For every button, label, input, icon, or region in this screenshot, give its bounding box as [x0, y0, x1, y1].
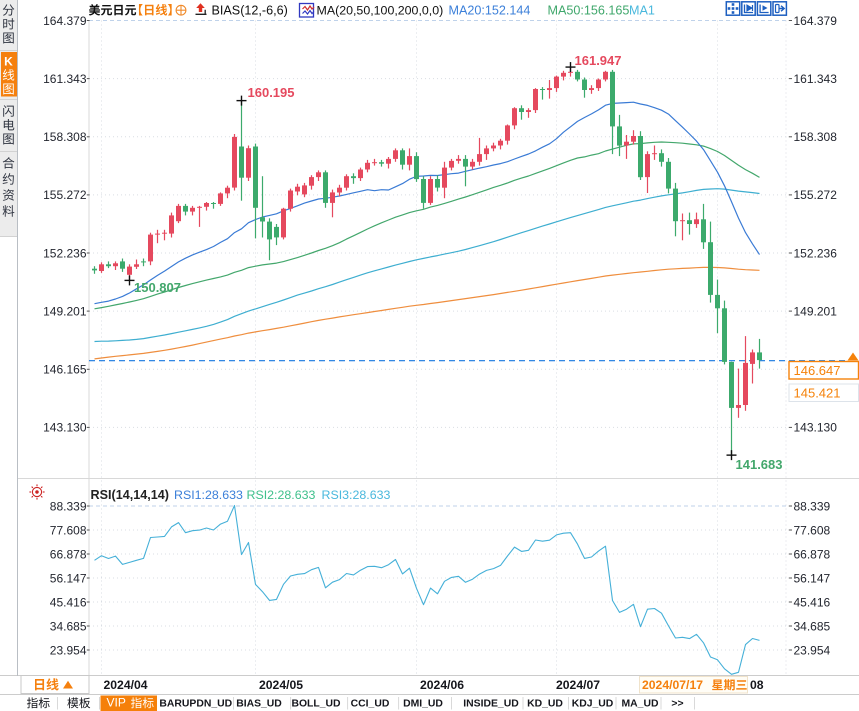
svg-text:164.379: 164.379	[43, 14, 87, 28]
svg-text:155.272: 155.272	[794, 188, 838, 202]
svg-text:RSI(14,14,14): RSI(14,14,14)	[91, 488, 169, 502]
svg-text:146.647: 146.647	[794, 363, 841, 378]
svg-text:66.878: 66.878	[50, 547, 87, 561]
svg-text:149.201: 149.201	[43, 304, 87, 318]
svg-text:MA(20,50,100,200,0,0): MA(20,50,100,200,0,0)	[317, 4, 444, 18]
svg-text:77.608: 77.608	[794, 523, 831, 537]
svg-text:45.416: 45.416	[794, 595, 831, 609]
svg-text:56.147: 56.147	[794, 571, 831, 585]
svg-text:08: 08	[750, 678, 764, 692]
svg-text:66.878: 66.878	[794, 547, 831, 561]
svg-text:>>: >>	[671, 699, 683, 710]
svg-text:152.236: 152.236	[794, 246, 838, 260]
svg-text:34.685: 34.685	[794, 619, 831, 633]
svg-text:149.201: 149.201	[794, 304, 838, 318]
svg-text:143.130: 143.130	[794, 421, 838, 435]
svg-text:2024/07: 2024/07	[556, 678, 600, 692]
svg-text:MA_UD: MA_UD	[622, 699, 659, 710]
svg-text:161.947: 161.947	[575, 53, 622, 68]
svg-text:INSIDE_UD: INSIDE_UD	[463, 699, 519, 710]
svg-text:RSI1:28.633: RSI1:28.633	[174, 488, 243, 502]
svg-text:2024/07/17: 2024/07/17	[642, 678, 703, 692]
svg-text:23.954: 23.954	[50, 643, 87, 657]
svg-text:MA20:152.144: MA20:152.144	[449, 4, 531, 18]
svg-text:BOLL_UD: BOLL_UD	[291, 699, 341, 710]
svg-text:160.195: 160.195	[248, 85, 295, 100]
svg-text:2024/05: 2024/05	[259, 678, 303, 692]
svg-text:161.343: 161.343	[794, 72, 838, 86]
svg-text:146.165: 146.165	[43, 363, 87, 377]
svg-text:88.339: 88.339	[794, 499, 831, 513]
svg-text:155.272: 155.272	[43, 188, 87, 202]
svg-text:BIAS(12,-6,6): BIAS(12,-6,6)	[212, 4, 288, 18]
svg-text:BIAS_UD: BIAS_UD	[236, 699, 282, 710]
svg-text:158.308: 158.308	[43, 130, 87, 144]
svg-text:23.954: 23.954	[794, 643, 831, 657]
svg-text:DMI_UD: DMI_UD	[403, 699, 443, 710]
svg-text:KDJ_UD: KDJ_UD	[572, 699, 614, 710]
svg-text:141.683: 141.683	[736, 457, 783, 472]
svg-text:45.416: 45.416	[50, 595, 87, 609]
svg-text:KD_UD: KD_UD	[527, 699, 563, 710]
svg-text:88.339: 88.339	[50, 499, 87, 513]
svg-text:2024/06: 2024/06	[420, 678, 464, 692]
svg-text:MA50:156.165: MA50:156.165	[548, 4, 630, 18]
svg-text:2024/04: 2024/04	[104, 678, 148, 692]
svg-text:161.343: 161.343	[43, 72, 87, 86]
svg-text:BARUPDN_UD: BARUPDN_UD	[159, 699, 232, 710]
svg-text:158.308: 158.308	[794, 130, 838, 144]
svg-text:164.379: 164.379	[794, 14, 838, 28]
svg-text:RSI3:28.633: RSI3:28.633	[322, 488, 391, 502]
svg-text:152.236: 152.236	[43, 246, 87, 260]
svg-text:56.147: 56.147	[50, 571, 87, 585]
svg-text:34.685: 34.685	[50, 619, 87, 633]
svg-text:77.608: 77.608	[50, 523, 87, 537]
svg-text:143.130: 143.130	[43, 421, 87, 435]
svg-text:VIP: VIP	[107, 696, 126, 710]
svg-text:150.807: 150.807	[134, 280, 181, 295]
svg-text:K: K	[4, 55, 13, 69]
svg-text:CCI_UD: CCI_UD	[351, 699, 390, 710]
svg-text:MA1: MA1	[629, 4, 655, 18]
svg-text:RSI2:28.633: RSI2:28.633	[247, 488, 316, 502]
svg-text:145.421: 145.421	[794, 386, 841, 401]
